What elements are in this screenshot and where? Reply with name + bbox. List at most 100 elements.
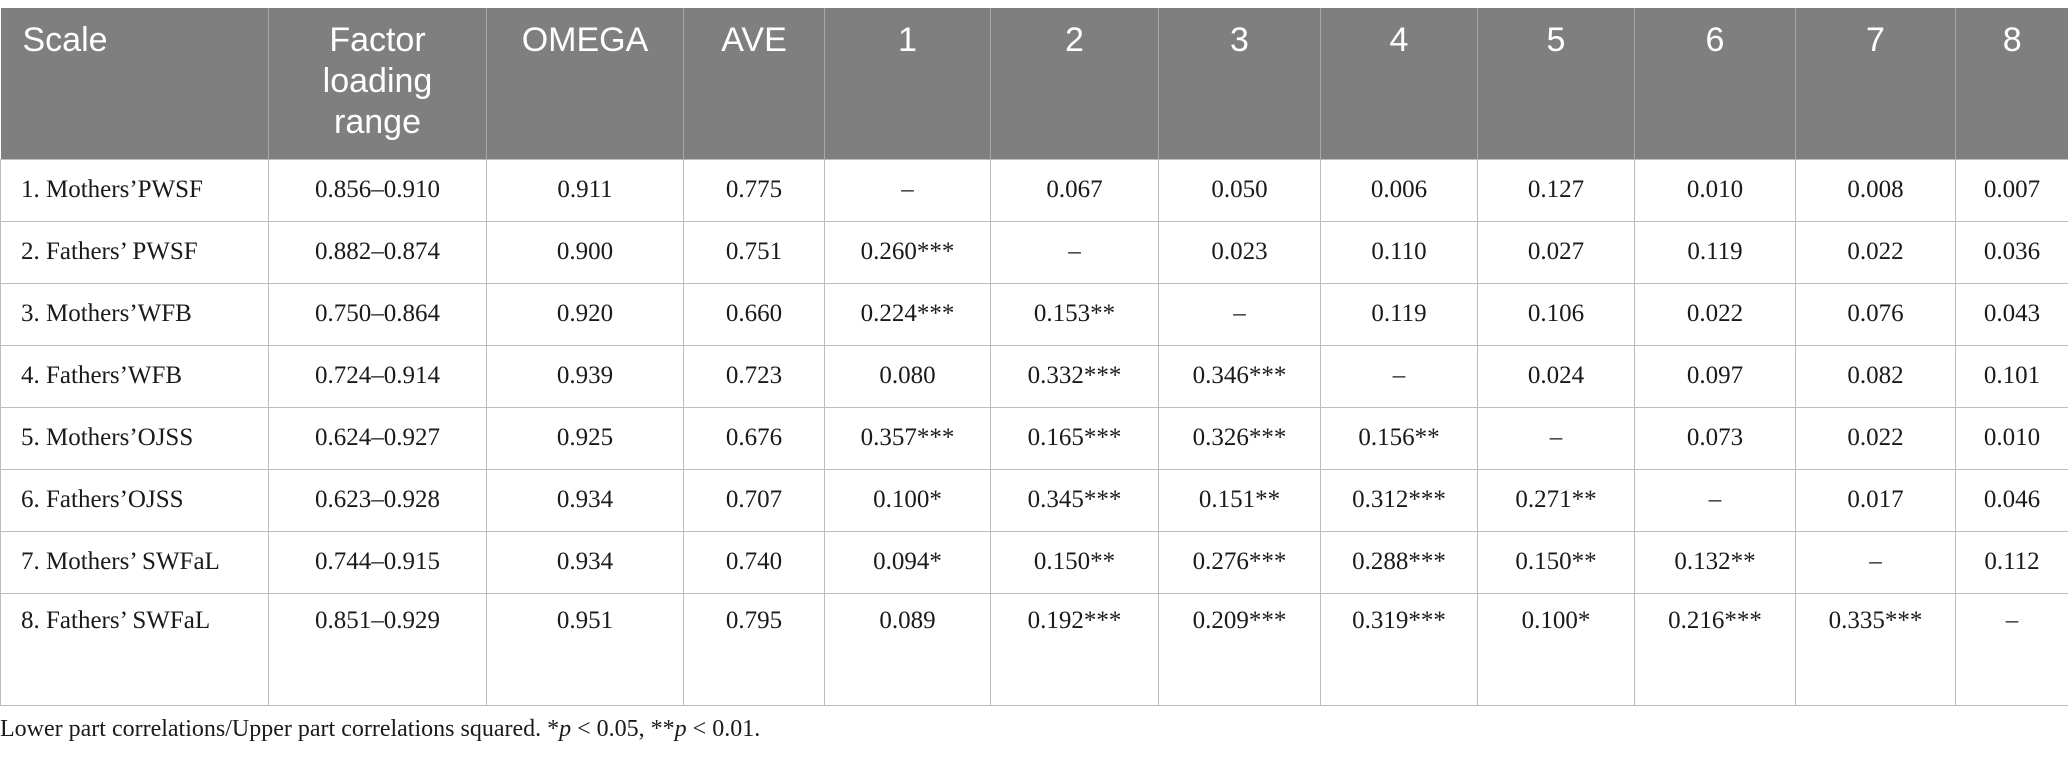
table-cell: 0.934: [486, 469, 684, 532]
table-row: 4. Fathers’WFB 0.724–0.914 0.939 0.723 0.080…: [0, 345, 2068, 408]
column-header: Factor loading range: [268, 8, 487, 160]
table-cell: 0.046: [1955, 469, 2068, 532]
column-header: 5: [1477, 8, 1635, 160]
table-row: 5. Mothers’OJSS 0.624–0.927 0.925 0.676 0.35…: [0, 407, 2068, 470]
table-cell: 0.165***: [990, 407, 1159, 470]
table-cell: 0.346***: [1158, 345, 1321, 408]
table-cell: –: [1634, 469, 1796, 532]
table-cell: 0.022: [1634, 283, 1796, 346]
table-cell: 0.007: [1955, 159, 2068, 222]
table-cell: 0.100*: [824, 469, 991, 532]
table-cell: 0.795: [683, 593, 825, 706]
table-cell: 0.911: [486, 159, 684, 222]
table-cell: 0.132**: [1634, 531, 1796, 594]
table-cell: 0.073: [1634, 407, 1796, 470]
row-label: 4. Fathers’WFB: [0, 345, 269, 408]
table-cell: 0.335***: [1795, 593, 1956, 706]
table-cell: 0.192***: [990, 593, 1159, 706]
table-cell: 0.156**: [1320, 407, 1478, 470]
column-header: OMEGA: [486, 8, 684, 160]
table-cell: 0.925: [486, 407, 684, 470]
row-label: 7. Mothers’ SWFaL: [0, 531, 269, 594]
table-cell: 0.089: [824, 593, 991, 706]
table-cell: 0.751: [683, 221, 825, 284]
column-header: 8: [1955, 8, 2068, 160]
column-header: 7: [1795, 8, 1956, 160]
table-cell: 0.010: [1955, 407, 2068, 470]
table-cell: 0.036: [1955, 221, 2068, 284]
table-cell: 0.707: [683, 469, 825, 532]
table-cell: 0.101: [1955, 345, 2068, 408]
table-cell: 0.357***: [824, 407, 991, 470]
table-cell: –: [1158, 283, 1321, 346]
table-cell: 0.067: [990, 159, 1159, 222]
correlation-table: Scale Factor loading range OMEGA AVE 1 2 3 4 5 6 7…: [0, 8, 2068, 706]
table-cell: 0.882–0.874: [268, 221, 487, 284]
column-header: 3: [1158, 8, 1321, 160]
row-label: 3. Mothers’WFB: [0, 283, 269, 346]
table-cell: 0.209***: [1158, 593, 1321, 706]
table-cell: 0.112: [1955, 531, 2068, 594]
footnote-p-symbol: p: [674, 716, 687, 742]
table-row: 7. Mothers’ SWFaL 0.744–0.915 0.934 0.740 0.…: [0, 531, 2068, 594]
row-label: 8. Fathers’ SWFaL: [0, 593, 269, 706]
table-cell: –: [1795, 531, 1956, 594]
table-cell: 0.319***: [1320, 593, 1478, 706]
table-cell: 0.153**: [990, 283, 1159, 346]
table-cell: 0.151**: [1158, 469, 1321, 532]
row-label: 5. Mothers’OJSS: [0, 407, 269, 470]
table-cell: 0.097: [1634, 345, 1796, 408]
table-cell: 0.106: [1477, 283, 1635, 346]
table-cell: 0.288***: [1320, 531, 1478, 594]
table-cell: 0.010: [1634, 159, 1796, 222]
table-cell: 0.022: [1795, 407, 1956, 470]
table-cell: 0.008: [1795, 159, 1956, 222]
table-cell: –: [990, 221, 1159, 284]
table-cell: 0.939: [486, 345, 684, 408]
table-cell: 0.150**: [1477, 531, 1635, 594]
column-header: Scale: [0, 8, 269, 160]
table-body: 1. Mothers’PWSF 0.856–0.910 0.911 0.775–0.0…: [0, 159, 2068, 706]
table-cell: 0.216***: [1634, 593, 1796, 706]
table-cell: 0.027: [1477, 221, 1635, 284]
table-cell: 0.043: [1955, 283, 2068, 346]
table-cell: 0.900: [486, 221, 684, 284]
row-label: 1. Mothers’PWSF: [0, 159, 269, 222]
table-cell: 0.271**: [1477, 469, 1635, 532]
table-cell: 0.934: [486, 531, 684, 594]
table-cell: 0.023: [1158, 221, 1321, 284]
table-cell: –: [1320, 345, 1478, 408]
row-label: 2. Fathers’ PWSF: [0, 221, 269, 284]
table-cell: 0.050: [1158, 159, 1321, 222]
table-cell: 0.080: [824, 345, 991, 408]
table-row: 2. Fathers’ PWSF 0.882–0.874 0.900 0.751 0.2…: [0, 221, 2068, 284]
table-cell: 0.127: [1477, 159, 1635, 222]
table-cell: 0.345***: [990, 469, 1159, 532]
table-cell: 0.856–0.910: [268, 159, 487, 222]
table-cell: 0.744–0.915: [268, 531, 487, 594]
table-cell: 0.332***: [990, 345, 1159, 408]
table-cell: 0.326***: [1158, 407, 1321, 470]
table-cell: 0.094*: [824, 531, 991, 594]
table-container: Scale Factor loading range OMEGA AVE 1 2 3 4 5 6 7…: [0, 8, 2068, 706]
table-cell: 0.224***: [824, 283, 991, 346]
table-cell: 0.312***: [1320, 469, 1478, 532]
column-header: 6: [1634, 8, 1796, 160]
table-cell: 0.676: [683, 407, 825, 470]
column-header: 4: [1320, 8, 1478, 160]
table-cell: 0.276***: [1158, 531, 1321, 594]
table-row: 1. Mothers’PWSF 0.856–0.910 0.911 0.775–0.0…: [0, 159, 2068, 222]
table-cell: 0.017: [1795, 469, 1956, 532]
footnote-p-symbol: p: [559, 716, 572, 742]
table-cell: 0.851–0.929: [268, 593, 487, 706]
table-cell: 0.082: [1795, 345, 1956, 408]
table-cell: 0.119: [1634, 221, 1796, 284]
table-row: 3. Mothers’WFB 0.750–0.864 0.920 0.660 0.224…: [0, 283, 2068, 346]
table-cell: 0.022: [1795, 221, 1956, 284]
column-header: AVE: [683, 8, 825, 160]
header-row: Scale Factor loading range OMEGA AVE 1 2 3 4 5 6 7…: [0, 8, 2068, 160]
table-cell: –: [824, 159, 991, 222]
table-cell: 0.775: [683, 159, 825, 222]
table-cell: 0.740: [683, 531, 825, 594]
footnote-suffix: < 0.01.: [686, 716, 761, 742]
